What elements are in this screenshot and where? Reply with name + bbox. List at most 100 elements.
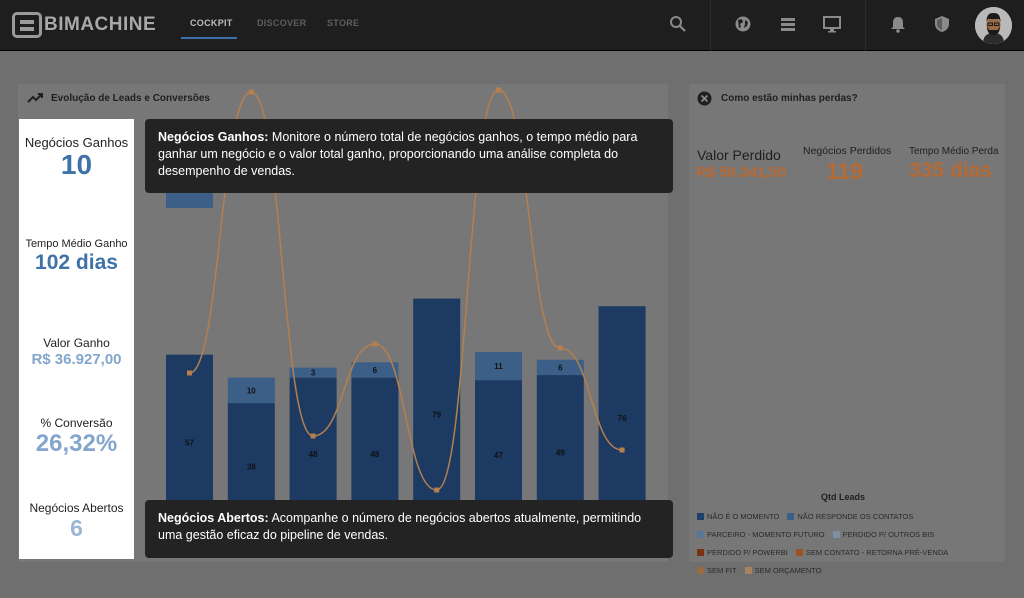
legend-label: PARCEIRO - MOMENTO FUTURO [707,530,825,539]
bar-value-label: 57 [185,438,194,447]
legend-item[interactable]: NÃO RESPONDE OS CONTATOS [787,511,913,523]
avatar-illustration [975,7,1012,44]
trending-up-icon [27,93,43,103]
legend-swatch [787,513,795,520]
bar-value-label: 3 [311,369,316,378]
tab-store[interactable]: STORE [327,18,360,28]
active-tab-indicator [181,37,237,39]
legend-swatch [744,567,752,574]
chart-bar-series-1 [166,354,213,500]
chart-bar-series-2 [475,352,522,381]
kpi-value: 102 dias [35,251,118,274]
legend-item[interactable]: PARCEIRO - MOMENTO FUTURO [697,529,825,541]
bar-value-label: 48 [309,450,318,459]
kpi-label: % Conversão [40,416,113,430]
close-circle-icon[interactable] [697,91,712,106]
legend-label: NÃO RESPONDE OS CONTATOS [797,512,914,521]
kpi-value: 10 [60,149,93,180]
tooltip-text: Acompanhe o número de negócios abertos a… [158,511,642,542]
chart-line-point [496,87,501,93]
monitor-icon[interactable] [822,14,842,34]
chart-bar-series-2 [227,377,275,404]
legend-item[interactable]: PERDIDO P/ POWERBI [697,547,788,559]
tempo-medio-perda-value: 335 dias [909,159,992,182]
chart-bar-series-2 [536,359,584,376]
user-avatar[interactable] [975,7,1012,44]
tab-discover[interactable]: DISCOVER [257,18,307,28]
globe-icon[interactable] [733,14,753,34]
valor-perdido-value: R$ 50.341,50 [696,164,787,181]
bar-value-label: 79 [432,410,441,419]
logo-mark-icon [12,12,42,38]
chart-bar-series-1 [227,403,275,500]
bar-value-label: 10 [247,386,256,395]
tooltip-negocios-ganhos: Negócios Ganhos: Monitore o número total… [145,119,673,193]
legend-swatch [697,567,704,574]
legend-swatch [697,549,704,556]
losses-panel: Como estão minhas perdas? [689,84,1005,562]
chart-line-point [187,370,192,376]
top-navigation-bar: BIMACHINE COCKPIT DISCOVER STORE [0,0,1024,51]
chart-bar-series-2 [351,362,399,378]
legend-label: SEM CONTATO - RETORNA PRÉ-VENDA [805,548,949,557]
kpi-value: R$ 36.927,00 [31,351,122,368]
kpi-value: 6 [70,515,83,541]
bell-icon[interactable] [888,14,908,34]
kpi-negocios-abertos[interactable]: Negócios Abertos 6 [19,501,134,542]
legend-item[interactable]: PERDIDO P/ OUTROS BIS [832,529,935,541]
chart-line-point [248,89,254,95]
bar-value-label: 11 [494,362,503,371]
kpi-label: Negócios Ganhos [24,135,129,150]
tooltip-text: Monitore o número total de negócios ganh… [158,130,638,178]
legend-item[interactable]: SEM ORÇAMENTO [744,565,822,577]
kpi-negocios-ganhos[interactable]: Negócios Ganhos 10 [19,135,134,180]
divider [865,0,866,51]
legend-label: PERDIDO P/ OUTROS BIS [842,530,935,539]
bimachine-logo[interactable]: BIMACHINE [12,12,156,38]
bar-value-label: 38 [247,463,256,472]
chart-line-point [310,433,316,439]
kpi-column: Negócios Ganhos 10 Tempo Médio Ganho 102… [19,119,134,559]
bar-value-label: 6 [373,366,378,375]
tooltip-title: Negócios Abertos: [158,511,269,525]
chart-bar-series-2 [289,367,337,378]
kpi-label: Tempo Médio Ganho [25,238,128,250]
pie-title: Qtd Leads [821,492,866,502]
logo-text: BIMACHINE [44,14,157,35]
kpi-valor-ganho[interactable]: Valor Ganho R$ 36.927,00 [19,336,134,369]
legend-item[interactable]: SEM CONTATO - RETORNA PRÉ-VENDA [795,547,949,559]
chart-line-point [372,341,378,347]
chart-bar-series-1 [598,306,646,500]
tempo-medio-perda-label: Tempo Médio Perda [909,146,999,157]
tooltip-negocios-abertos: Negócios Abertos: Acompanhe o número de … [145,500,673,558]
legend-swatch [697,513,704,520]
legend-item[interactable]: NÃO É O MOMENTO [697,511,779,523]
search-icon[interactable] [668,14,688,34]
negocios-perdidos-label: Negócios Perdidos [803,145,892,157]
legend-label: SEM FIT [707,566,737,575]
valor-perdido-label: Valor Perdido [697,147,781,163]
kpi-label: Negócios Abertos [29,501,124,515]
panel-title: Como estão minhas perdas? [721,93,858,104]
chart-bar-series-2 [166,193,213,208]
legend-label: SEM ORÇAMENTO [754,566,822,575]
kpi-conversao[interactable]: % Conversão 26,32% [19,416,134,458]
chart-line-point [619,447,625,453]
bar-value-label: 6 [558,363,563,372]
chart-bar-series-1 [351,377,399,500]
chart-line-point [557,345,563,351]
divider [710,0,711,51]
bar-value-label: 47 [494,451,503,460]
legend-swatch [697,531,704,538]
bar-value-label: 48 [370,450,379,459]
legend-label: PERDIDO P/ POWERBI [707,548,788,557]
shield-icon[interactable] [932,14,952,34]
kpi-tempo-medio-ganho[interactable]: Tempo Médio Ganho 102 dias [19,238,134,275]
pie-legend: NÃO É O MOMENTO NÃO RESPONDE OS CONTATOS P… [697,507,997,579]
chart-bar-series-1 [413,298,461,500]
tab-cockpit[interactable]: COCKPIT [190,18,233,28]
negocios-perdidos-value: 119 [826,158,864,184]
legend-item[interactable]: SEM FIT [697,565,737,577]
bar-value-label: 49 [556,449,565,458]
list-icon[interactable] [778,14,798,34]
